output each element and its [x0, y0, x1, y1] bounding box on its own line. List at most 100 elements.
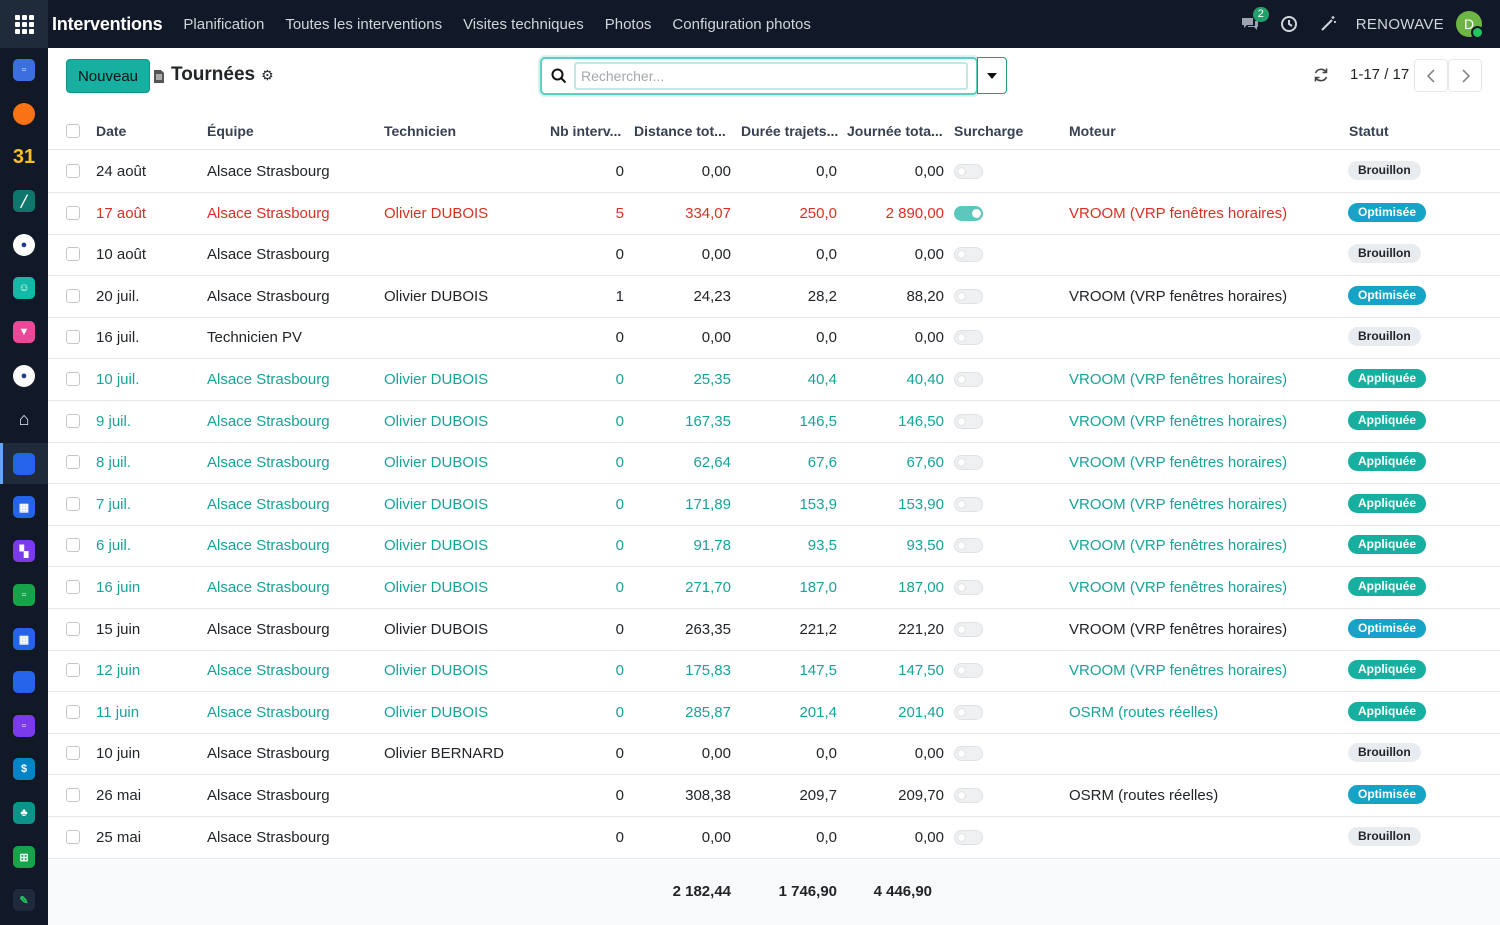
sidebar-app-icon-15[interactable]: [13, 671, 35, 693]
clock-icon[interactable]: [1278, 13, 1300, 35]
sidebar-dollar-icon[interactable]: $: [13, 758, 35, 780]
search-icon[interactable]: [551, 68, 567, 84]
surcharge-toggle[interactable]: [954, 330, 983, 346]
sidebar-interventions-icon[interactable]: [13, 453, 35, 475]
row-checkbox[interactable]: [66, 330, 80, 345]
table-row[interactable]: 17 août Alsace Strasbourg Olivier DUBOIS 5 3…: [48, 193, 1500, 235]
sidebar-calendar-2-icon[interactable]: ▦: [13, 628, 35, 650]
sidebar-app-icon-13[interactable]: ▫: [13, 584, 35, 606]
surcharge-toggle[interactable]: [954, 164, 983, 179]
surcharge-toggle[interactable]: [954, 496, 983, 512]
col-technicien[interactable]: Technicien: [384, 123, 457, 139]
pager-previous-button[interactable]: [1414, 59, 1448, 92]
table-row[interactable]: 15 juin Alsace Strasbourg Olivier DUBOIS 0 2…: [48, 609, 1500, 651]
surcharge-toggle[interactable]: [954, 788, 983, 803]
row-checkbox[interactable]: [66, 496, 80, 511]
menu-toutes-interventions[interactable]: Toutes les interventions: [285, 15, 443, 33]
sidebar-calendar-icon[interactable]: ▦: [13, 496, 35, 518]
col-date[interactable]: Date: [96, 123, 127, 139]
pager-next-button[interactable]: [1448, 59, 1482, 92]
row-checkbox[interactable]: [66, 621, 80, 636]
sidebar-app-icon-7[interactable]: ▼: [13, 321, 35, 343]
user-avatar[interactable]: D: [1456, 11, 1484, 39]
col-moteur[interactable]: Moteur: [1069, 123, 1116, 139]
col-journee[interactable]: Journée tota...: [847, 123, 943, 139]
row-checkbox[interactable]: [66, 704, 80, 719]
app-brand[interactable]: Interventions: [52, 13, 163, 34]
search-input[interactable]: [574, 62, 968, 90]
menu-photos[interactable]: Photos: [604, 15, 652, 33]
row-checkbox[interactable]: [66, 538, 80, 553]
sidebar-bank-icon[interactable]: ⌂: [18, 408, 30, 429]
surcharge-toggle[interactable]: [954, 621, 983, 637]
gear-icon[interactable]: ⚙: [261, 66, 274, 83]
row-checkbox[interactable]: [66, 164, 80, 178]
table-row[interactable]: 16 juil. Technicien PV 0 0,00 0,0 0,00 Brouill…: [48, 317, 1500, 360]
sidebar-app-icon-18[interactable]: ♣: [13, 802, 35, 824]
table-row[interactable]: 10 juin Alsace Strasbourg Olivier BERNARD 0…: [48, 733, 1500, 776]
table-row[interactable]: 20 juil. Alsace Strasbourg Olivier DUBOIS 1…: [48, 276, 1500, 318]
sidebar-app-icon-19[interactable]: ⊞: [13, 846, 35, 868]
sidebar-app-icon-8[interactable]: ●: [13, 365, 35, 387]
sidebar-app-icon-16[interactable]: ▫: [13, 715, 35, 737]
magic-wand-icon[interactable]: [1317, 13, 1339, 35]
table-row[interactable]: 12 juin Alsace Strasbourg Olivier DUBOIS 0 1…: [48, 650, 1500, 693]
sidebar-contacts-icon[interactable]: ☺: [13, 277, 35, 299]
menu-visites-techniques[interactable]: Visites techniques: [463, 15, 584, 33]
sidebar-app-icon-4[interactable]: ╱: [13, 190, 35, 212]
table-row[interactable]: 7 juil. Alsace Strasbourg Olivier DUBOIS 0 1…: [48, 484, 1500, 526]
sidebar-pen-icon[interactable]: ✎: [13, 889, 35, 911]
surcharge-toggle[interactable]: [954, 538, 983, 554]
table-row[interactable]: 25 mai Alsace Strasbourg 0 0,00 0,0 0,00 Broui…: [48, 817, 1500, 859]
row-checkbox[interactable]: [66, 746, 80, 761]
row-checkbox[interactable]: [66, 247, 80, 262]
pager-value[interactable]: 1-17 / 17: [1350, 66, 1410, 83]
chat-icon[interactable]: 2: [1239, 7, 1269, 35]
table-row[interactable]: 10 août Alsace Strasbourg 0 0,00 0,0 0,00 Brou…: [48, 234, 1500, 277]
surcharge-toggle[interactable]: [954, 205, 983, 221]
surcharge-toggle[interactable]: [954, 580, 983, 595]
surcharge-toggle[interactable]: [954, 829, 983, 845]
row-checkbox[interactable]: [66, 288, 80, 303]
row-checkbox[interactable]: [66, 413, 80, 428]
table-row[interactable]: 16 juin Alsace Strasbourg Olivier DUBOIS 0 2…: [48, 567, 1500, 609]
surcharge-toggle[interactable]: [954, 704, 983, 720]
surcharge-toggle[interactable]: [954, 746, 983, 762]
table-row[interactable]: 10 juil. Alsace Strasbourg Olivier DUBOIS 0…: [48, 359, 1500, 401]
table-row[interactable]: 26 mai Alsace Strasbourg 0 308,38 209,7 209,7…: [48, 775, 1500, 817]
col-surcharge[interactable]: Surcharge: [954, 123, 1024, 139]
surcharge-toggle[interactable]: [954, 247, 983, 263]
surcharge-toggle[interactable]: [954, 288, 983, 304]
col-duree[interactable]: Durée trajets...: [741, 123, 839, 139]
surcharge-toggle[interactable]: [954, 372, 983, 387]
menu-planification[interactable]: Planification: [183, 15, 265, 33]
surcharge-toggle[interactable]: [954, 663, 983, 679]
row-checkbox[interactable]: [66, 455, 80, 470]
surcharge-toggle[interactable]: [954, 455, 983, 471]
row-checkbox[interactable]: [66, 829, 80, 844]
row-checkbox[interactable]: [66, 205, 80, 220]
surcharge-toggle[interactable]: [954, 413, 983, 429]
row-checkbox[interactable]: [66, 580, 80, 594]
col-distance[interactable]: Distance tot...: [634, 123, 726, 139]
row-checkbox[interactable]: [66, 788, 80, 802]
new-button[interactable]: Nouveau: [66, 59, 150, 93]
table-row[interactable]: 6 juil. Alsace Strasbourg Olivier DUBOIS 0 9…: [48, 525, 1500, 568]
row-checkbox[interactable]: [66, 663, 80, 678]
table-row[interactable]: 8 juil. Alsace Strasbourg Olivier DUBOIS 0 6…: [48, 442, 1500, 485]
sidebar-dashboard-icon[interactable]: ▚: [13, 540, 35, 562]
table-row[interactable]: 11 juin Alsace Strasbourg Olivier DUBOIS 0 2…: [48, 692, 1500, 734]
sidebar-calendar-31-icon[interactable]: 31: [12, 145, 36, 168]
sidebar-app-icon-1[interactable]: ▫: [13, 59, 35, 81]
company-switcher[interactable]: RENOWAVE: [1355, 15, 1444, 33]
select-all-checkbox[interactable]: [66, 124, 80, 138]
col-equipe[interactable]: Équipe: [207, 123, 254, 139]
sidebar-app-icon-2[interactable]: [13, 103, 35, 125]
table-row[interactable]: 24 août Alsace Strasbourg 0 0,00 0,0 0,00 Brou…: [48, 151, 1500, 193]
col-statut[interactable]: Statut: [1349, 123, 1389, 139]
menu-configuration-photos[interactable]: Configuration photos: [672, 15, 811, 33]
col-nb-interventions[interactable]: Nb interv...: [550, 123, 622, 139]
apps-menu-icon[interactable]: [0, 0, 48, 48]
row-checkbox[interactable]: [66, 372, 80, 386]
refresh-icon[interactable]: [1312, 66, 1330, 84]
